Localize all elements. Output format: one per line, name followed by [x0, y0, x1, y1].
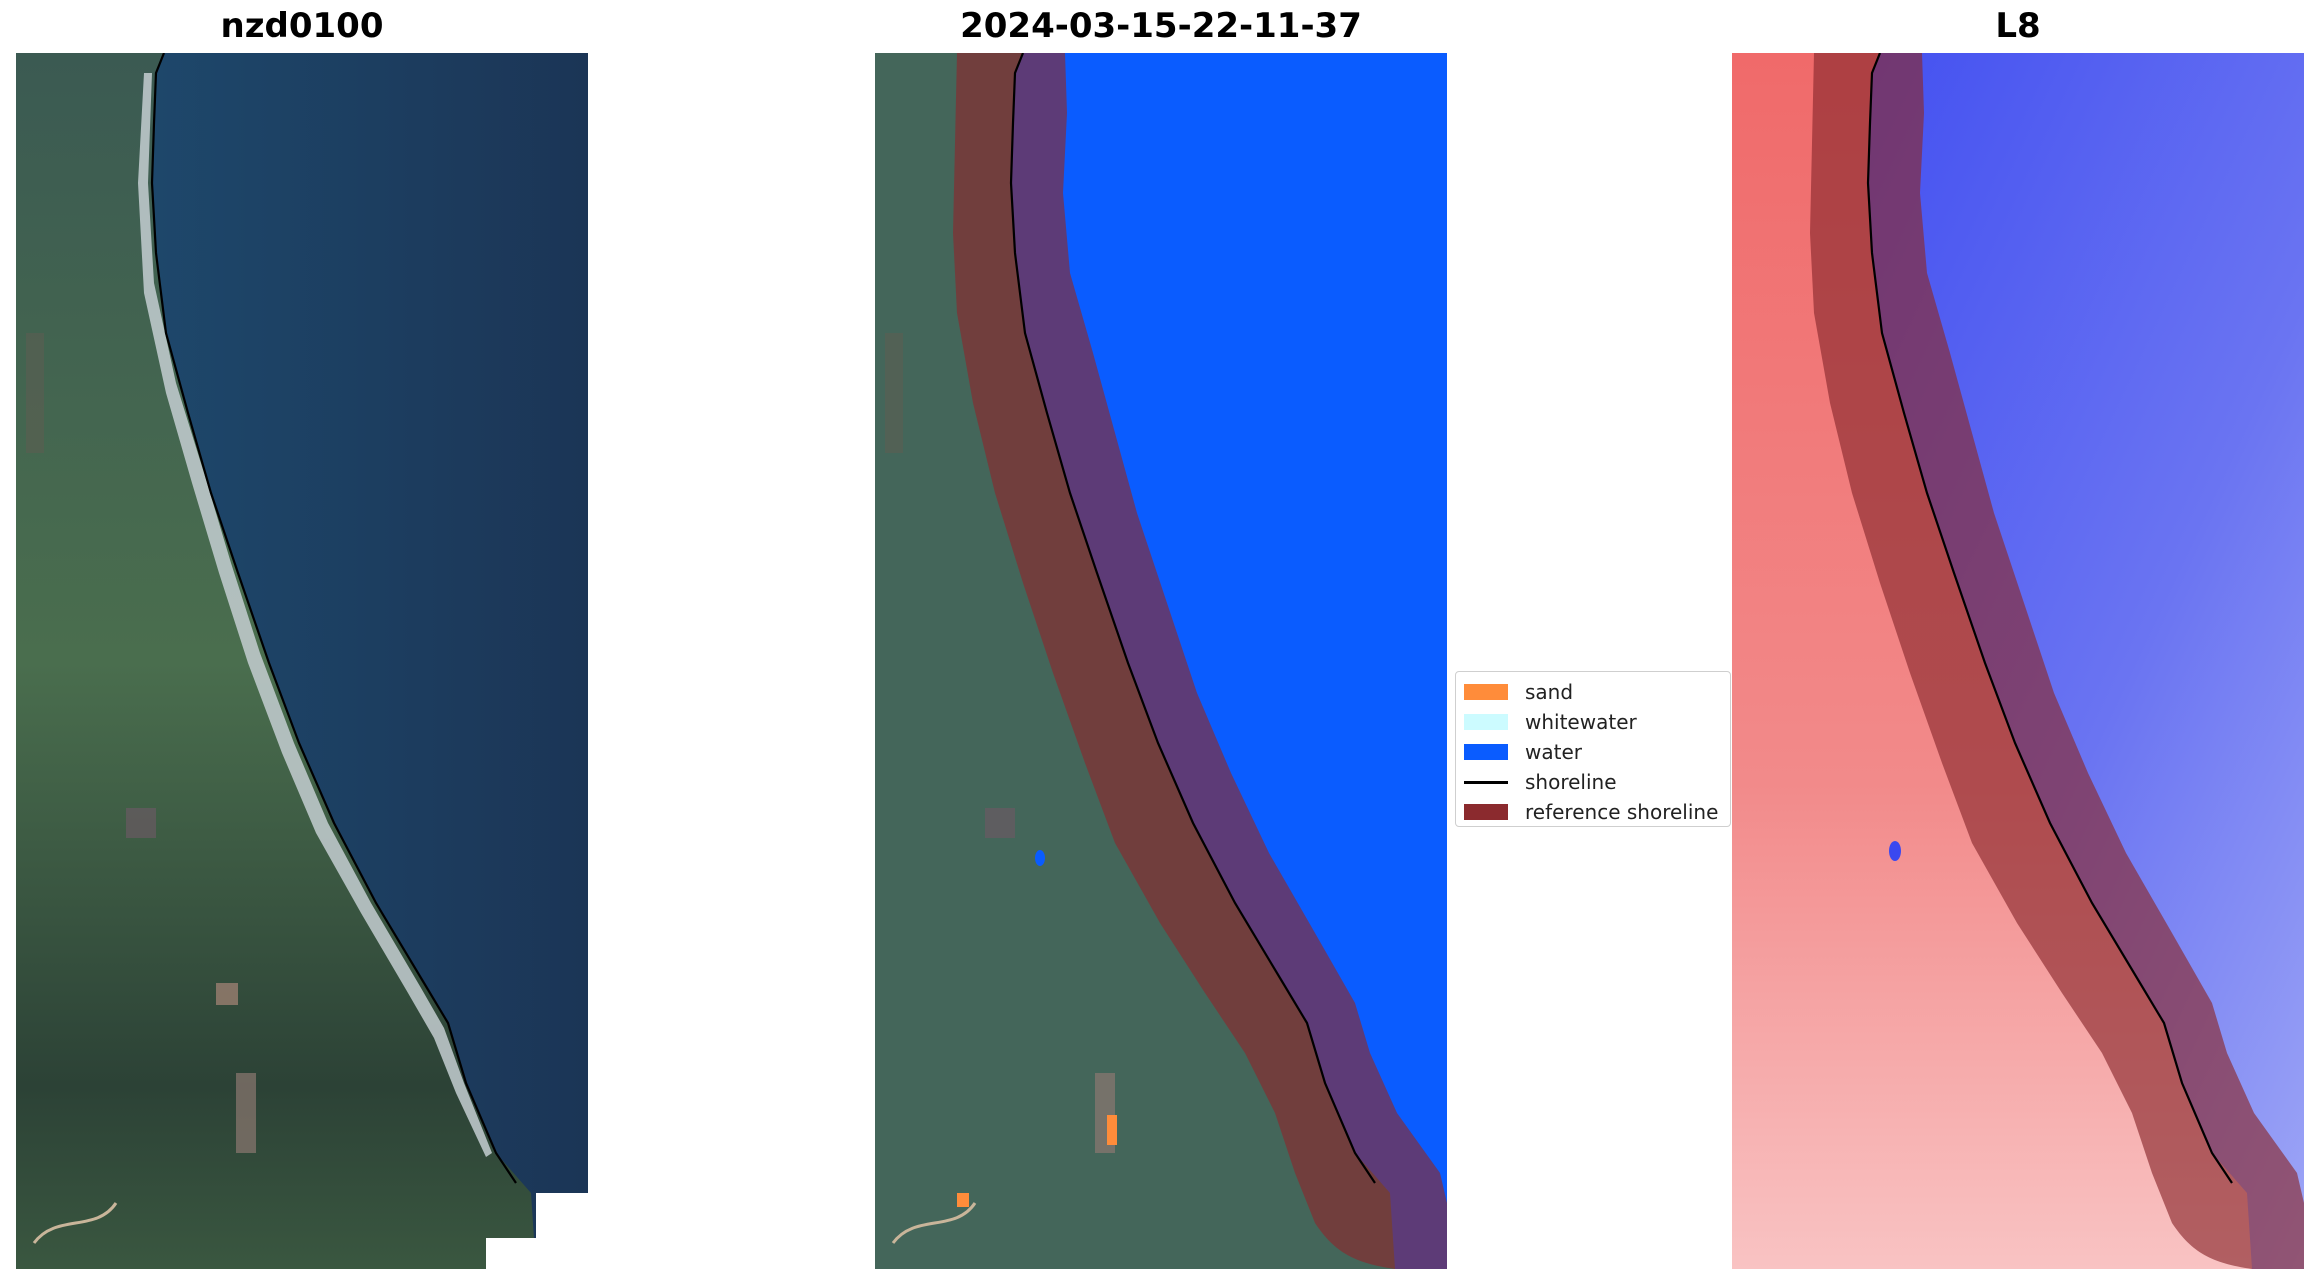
panel-title-rgb: nzd0100 — [220, 6, 384, 46]
legend-label: sand — [1525, 680, 1574, 704]
panel-title-l8: L8 — [1995, 6, 2041, 46]
road — [32, 1202, 118, 1244]
field-patch — [216, 983, 238, 1005]
legend: sand whitewater water shoreline referenc… — [1455, 671, 1731, 827]
l8-water-patch — [1889, 841, 1901, 861]
legend-label: water — [1525, 740, 1582, 764]
classified-image — [875, 53, 1447, 1269]
no-data-area — [486, 1193, 588, 1269]
shoreline — [150, 53, 517, 1184]
reference-shoreline-buffer — [1810, 53, 2304, 1269]
shoreline — [1009, 53, 1376, 1184]
reference-shoreline-buffer — [953, 53, 1447, 1269]
legend-item-reference-shoreline: reference shoreline — [1464, 800, 1718, 824]
legend-label: whitewater — [1525, 710, 1637, 734]
legend-item-whitewater: whitewater — [1464, 710, 1637, 734]
field-patch — [885, 333, 903, 453]
legend-item-water: water — [1464, 740, 1582, 764]
sand-class-patch — [1107, 1115, 1117, 1145]
legend-swatch — [1464, 804, 1508, 820]
legend-item-sand: sand — [1464, 680, 1573, 704]
l8-index-image — [1732, 53, 2304, 1269]
road — [891, 1202, 977, 1244]
water-class-patch — [1035, 850, 1045, 866]
legend-swatch — [1464, 684, 1508, 700]
legend-label: reference shoreline — [1525, 800, 1719, 824]
legend-label: shoreline — [1525, 770, 1617, 794]
field-patch — [236, 1073, 256, 1153]
field-patch — [126, 808, 156, 838]
legend-item-shoreline: shoreline — [1464, 770, 1617, 794]
field-patch — [26, 333, 44, 453]
legend-swatch — [1464, 714, 1508, 730]
shoreline — [1866, 53, 2233, 1184]
legend-swatch — [1464, 744, 1508, 760]
legend-swatch — [1464, 780, 1508, 784]
rgb-satellite-image — [16, 53, 588, 1269]
sand-class-patch — [957, 1193, 969, 1207]
panel-title-classified: 2024-03-15-22-11-37 — [960, 6, 1362, 46]
field-patch — [985, 808, 1015, 838]
